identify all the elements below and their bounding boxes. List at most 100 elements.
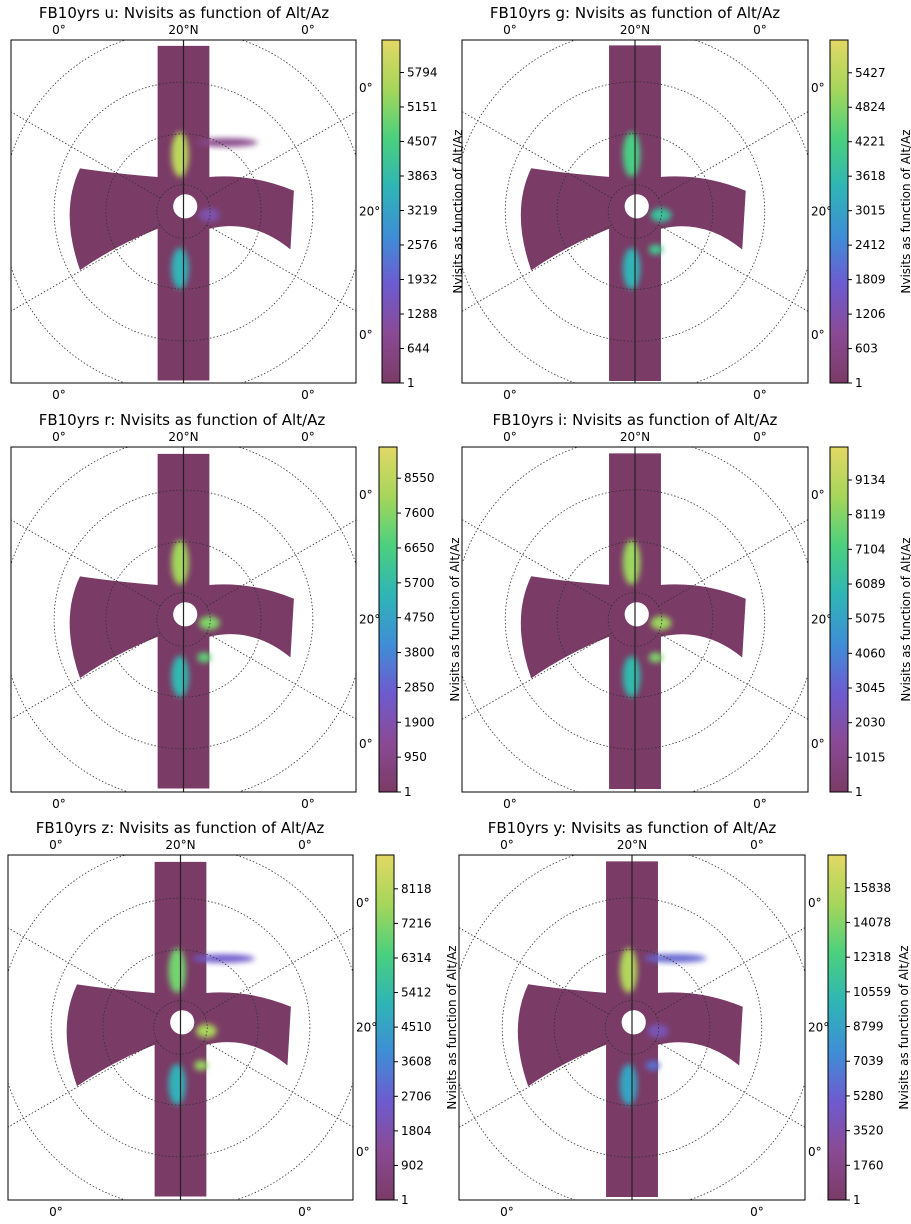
ring-label: 0°	[811, 328, 825, 342]
hotspot-ne-streaks	[192, 954, 255, 963]
ring-label: 20°	[359, 613, 380, 627]
colorbar-label: Nvisits as function of Alt/Az	[897, 945, 911, 1109]
ring-label: 0°	[503, 23, 517, 37]
colorbar-tick-label: 5280	[853, 1089, 884, 1103]
ring-label: 0°	[49, 1205, 63, 1219]
colorbar-tick-label: 5794	[407, 65, 438, 79]
colorbar-tick-label: 8550	[404, 471, 435, 485]
ring-label: 20°N	[165, 838, 195, 852]
hotspot-se-spot	[645, 1060, 660, 1071]
colorbar	[827, 854, 847, 1201]
ring-label: 0°	[500, 1205, 514, 1219]
axes-frame	[458, 854, 806, 1201]
colorbar-tick-label: 2030	[855, 716, 886, 730]
chart-title: FB10yrs u: Nvisits as function of Alt/Az	[39, 4, 329, 22]
colorbar-tick-label: 5075	[855, 612, 886, 626]
axes-frame	[461, 39, 809, 384]
zenith-hole	[170, 1010, 195, 1035]
colorbar-tick-label: 1	[407, 376, 415, 390]
hotspot-ne-streaks	[644, 953, 707, 963]
ring-label: 0°	[52, 430, 66, 444]
chart-panel-4: FB10yrs z: Nvisits as function of Alt/Az…	[7, 819, 459, 1219]
chart-title: FB10yrs y: Nvisits as function of Alt/Az	[488, 819, 777, 837]
colorbar-tick-label: 4750	[404, 611, 435, 625]
ring-label: 20°	[808, 1021, 829, 1035]
hotspot-east-center	[199, 208, 220, 222]
zenith-hole	[624, 194, 649, 219]
ring-label: 20°	[811, 613, 832, 627]
colorbar-tick-label: 2412	[855, 238, 886, 252]
hotspot-south-lower	[622, 247, 641, 290]
axes-frame	[10, 39, 357, 384]
colorbar-tick-label: 644	[407, 342, 430, 356]
colorbar-tick-label: 2576	[407, 238, 438, 252]
ring-label: 20°N	[168, 23, 198, 37]
hotspot-se-spot	[197, 652, 212, 663]
plot-area	[462, 40, 808, 383]
colorbar-tick-label: 1804	[401, 1124, 432, 1138]
ring-label: 0°	[359, 81, 373, 95]
plot-area	[462, 447, 808, 792]
colorbar-tick-label: 15838	[853, 881, 891, 895]
colorbar-tick-label: 1015	[855, 750, 886, 764]
ring-label: 0°	[356, 1145, 370, 1159]
hotspot-se-spot	[648, 652, 663, 663]
ring-label: 0°	[298, 838, 312, 852]
colorbar-tick-label: 6314	[401, 951, 432, 965]
plot-area	[459, 855, 805, 1200]
hotspot-south-lower	[171, 655, 189, 698]
colorbar-tick-label: 902	[401, 1158, 424, 1172]
hotspot-se-spot	[648, 244, 663, 255]
colorbar	[829, 446, 849, 793]
altitude-ring-0	[604, 1000, 660, 1055]
axes-frame	[461, 446, 809, 793]
ring-label: 0°	[49, 838, 63, 852]
axes-frame	[10, 446, 357, 793]
ring-label: 0°	[753, 23, 767, 37]
plot-area	[11, 40, 356, 383]
ring-label: 0°	[52, 23, 66, 37]
ring-label: 0°	[808, 1145, 822, 1159]
chart-panel-5: FB10yrs y: Nvisits as function of Alt/Az…	[458, 819, 911, 1219]
colorbar-label: Nvisits as function of Alt/Az	[899, 537, 911, 701]
colorbar-tick-label: 8118	[401, 882, 432, 896]
colorbar-tick-label: 2706	[401, 1089, 432, 1103]
colorbar-tick-label: 1	[853, 1193, 861, 1207]
colorbar-tick-label: 1932	[407, 272, 438, 286]
ring-label: 0°	[52, 797, 66, 811]
plot-area	[8, 855, 353, 1200]
colorbar-tick-label: 1	[855, 785, 863, 799]
colorbar-tick-label: 603	[855, 342, 878, 356]
ring-label: 0°	[503, 430, 517, 444]
plot-area	[11, 447, 356, 792]
ring-label: 0°	[503, 388, 517, 402]
hotspot-south-lower	[619, 1063, 638, 1106]
hotspot-north-upper	[622, 539, 641, 585]
colorbar-tick-label: 3800	[404, 646, 435, 660]
hotspot-south-lower	[168, 1063, 186, 1106]
colorbar-tick-label: 1	[855, 376, 863, 390]
altitude-ring-0	[156, 184, 211, 239]
ring-label: 0°	[750, 1205, 764, 1219]
colorbar-tick-label: 1760	[853, 1158, 884, 1172]
colorbar-tick-label: 12318	[853, 950, 891, 964]
colorbar-tick-label: 3219	[407, 204, 438, 218]
colorbar-tick-label: 7104	[855, 542, 886, 556]
hotspot-north-upper	[619, 947, 638, 993]
hotspot-east-center	[647, 1024, 669, 1038]
chart-title: FB10yrs z: Nvisits as function of Alt/Az	[36, 819, 325, 837]
colorbar-tick-label: 950	[404, 750, 427, 764]
colorbar-tick-label: 3045	[855, 681, 886, 695]
colorbar	[381, 39, 401, 384]
ring-label: 0°	[503, 797, 517, 811]
ring-label: 0°	[359, 488, 373, 502]
ring-label: 0°	[811, 737, 825, 751]
colorbar-tick-label: 9134	[855, 473, 886, 487]
colorbar-tick-label: 7216	[401, 916, 432, 930]
hotspot-east-center	[196, 1024, 217, 1038]
ring-label: 20°	[356, 1021, 377, 1035]
ring-label: 20°N	[620, 23, 650, 37]
hotspot-south-lower	[622, 655, 641, 698]
hotspot-north-upper	[622, 131, 641, 177]
